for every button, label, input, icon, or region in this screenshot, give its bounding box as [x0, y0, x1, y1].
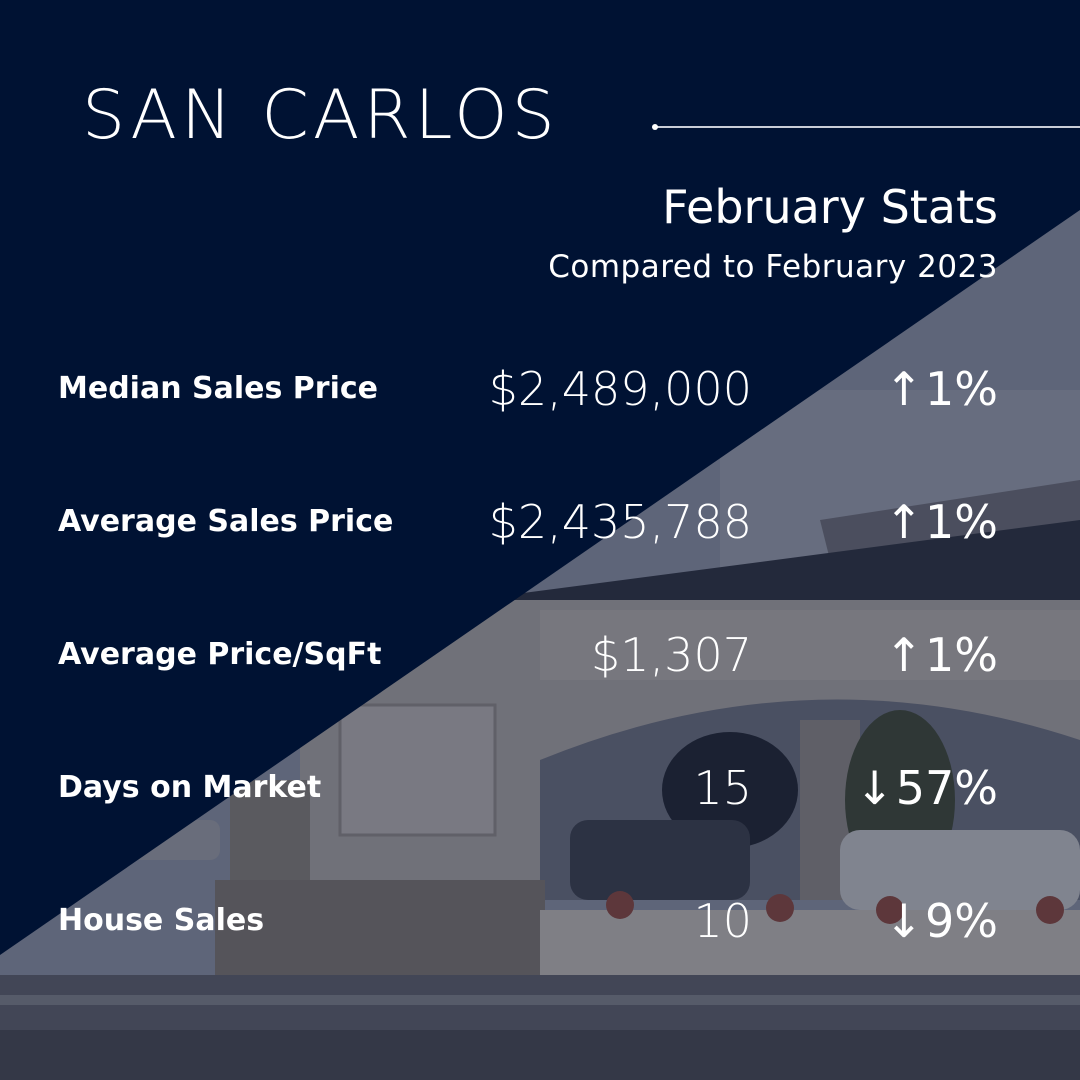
stat-row-average-price-per-sqft: Average Price/SqFt $1,307 ↑1%	[0, 632, 1080, 700]
stat-row-median-sales-price: Median Sales Price $2,489,000 ↑1%	[0, 366, 1080, 434]
arrow-down-icon: ↓	[855, 761, 894, 815]
stat-label: House Sales	[58, 903, 265, 938]
stat-change: ↓9%	[884, 898, 998, 944]
comparison-note: Compared to February 2023	[548, 249, 998, 285]
stat-change-percent: 57%	[895, 761, 998, 815]
stat-label: Average Sales Price	[58, 504, 394, 539]
city-title: SAN CARLOS	[82, 76, 559, 155]
stat-change: ↑1%	[884, 366, 998, 412]
stat-change: ↑1%	[884, 499, 998, 545]
stat-label: Median Sales Price	[58, 371, 378, 406]
stat-label: Days on Market	[58, 770, 322, 805]
arrow-up-icon: ↑	[884, 628, 924, 682]
arrow-up-icon: ↑	[884, 495, 924, 549]
title-rule	[654, 126, 1080, 128]
stat-value: $1,307	[591, 628, 752, 682]
stat-label: Average Price/SqFt	[58, 637, 382, 672]
arrow-down-icon: ↓	[884, 894, 924, 948]
stat-row-house-sales: House Sales 10 ↓9%	[0, 898, 1080, 966]
stat-value: 10	[693, 894, 752, 948]
stat-row-average-sales-price: Average Sales Price $2,435,788 ↑1%	[0, 499, 1080, 567]
stat-change-percent: 9%	[925, 894, 998, 948]
stats-subtitle: February Stats	[662, 180, 998, 234]
stat-value: $2,435,788	[488, 495, 752, 549]
stat-value: $2,489,000	[488, 362, 752, 416]
stat-change-percent: 1%	[925, 362, 998, 416]
arrow-up-icon: ↑	[884, 362, 924, 416]
stat-value: 15	[693, 761, 752, 815]
stat-change-percent: 1%	[925, 495, 998, 549]
stat-change-percent: 1%	[925, 628, 998, 682]
stat-change: ↑1%	[884, 632, 998, 678]
stat-row-days-on-market: Days on Market 15 ↓57%	[0, 765, 1080, 833]
title-rule-dot	[652, 124, 658, 130]
stat-change: ↓57%	[855, 765, 998, 811]
